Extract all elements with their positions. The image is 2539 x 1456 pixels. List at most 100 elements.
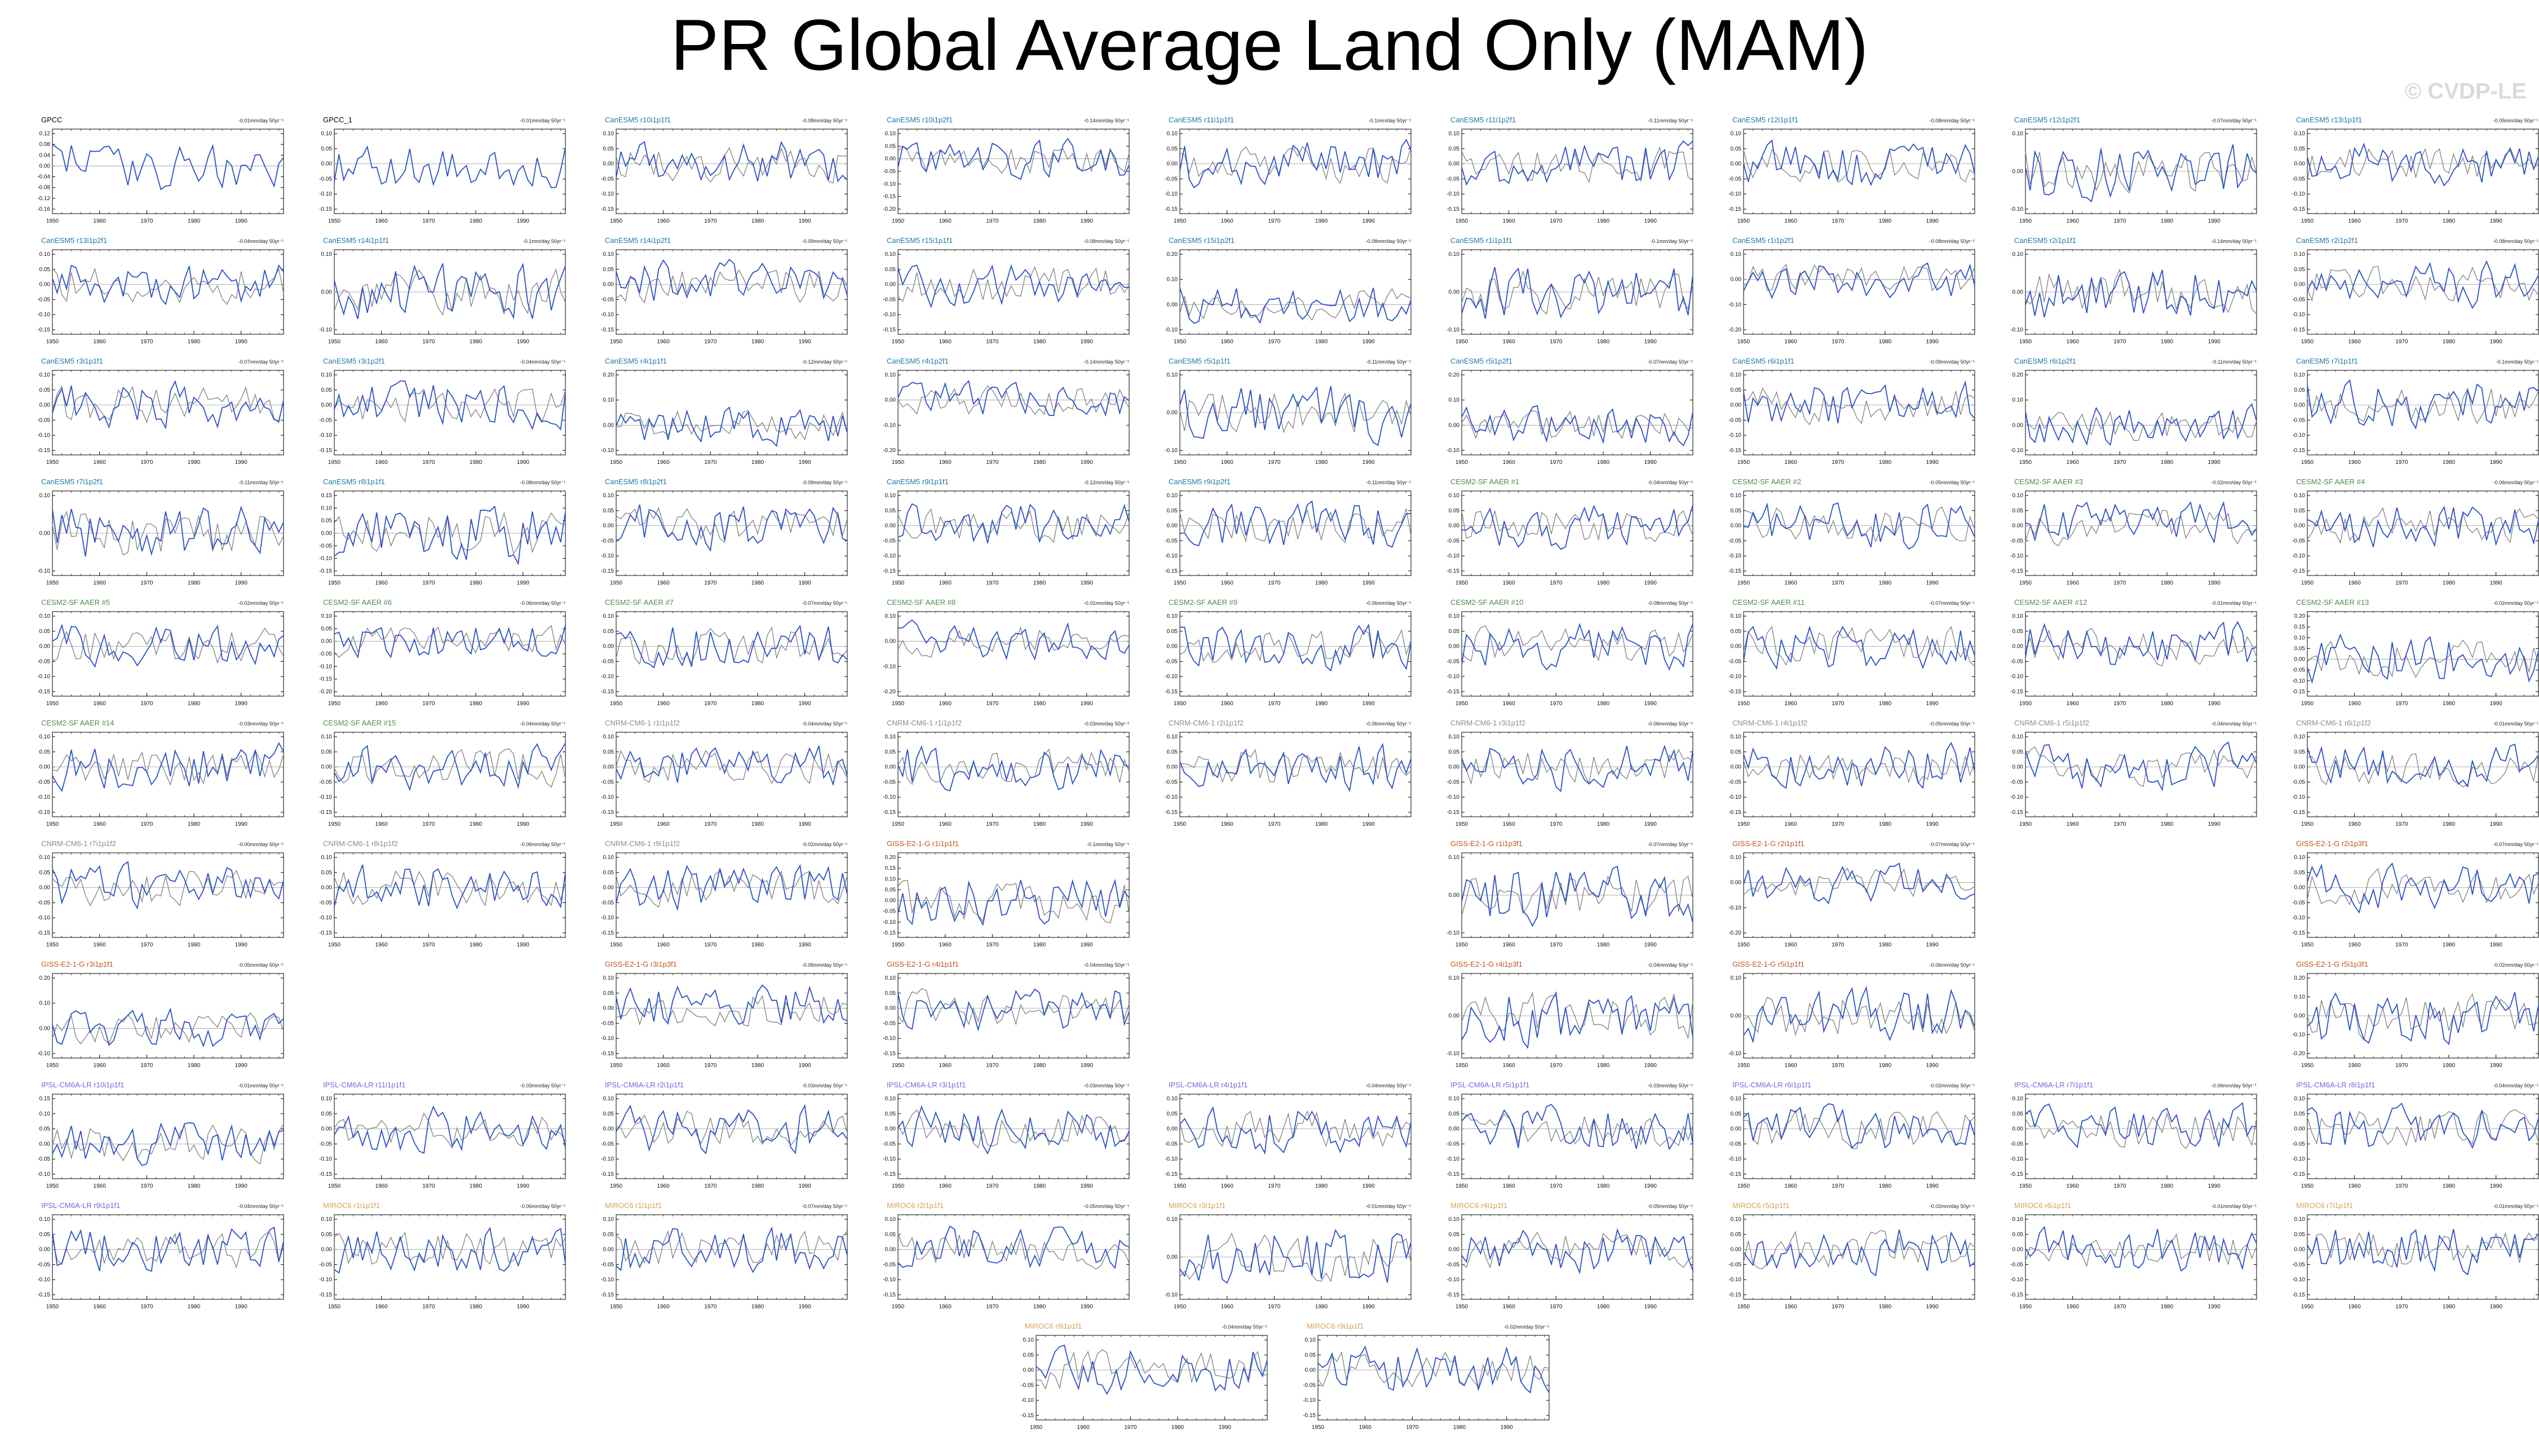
panel-trend: -0.08mm/day 50yr⁻¹ <box>1930 118 1975 123</box>
x-tick-label: 1990 <box>2490 339 2503 345</box>
x-tick-label: 1970 <box>422 339 435 345</box>
member-series-line <box>52 861 284 910</box>
y-tick-label: -0.10 <box>883 312 896 318</box>
panel-title: CanESM5 r11i1p1f1 <box>1169 116 1234 124</box>
panel-0-1: GPCC_1 -0.01mm/day 50yr⁻¹ 0.10 0.05 0.00 -0.0… <box>313 116 572 231</box>
x-tick-label: 1950 <box>1174 701 1187 707</box>
y-tick-label: -0.20 <box>1728 327 1741 333</box>
panel-title: CanESM5 r11i1p2f1 <box>1450 116 1516 124</box>
reference-series-line <box>2025 411 2257 441</box>
axes-frame <box>2025 490 2257 576</box>
panel-plot: CESM2-SF AAER #8 -0.01mm/day 50yr⁻¹ 0.10 0.… <box>883 598 1130 707</box>
panel-plot: CNRM-CM6-1 r1i1p1f2 -0.04mm/day 50yr⁻¹ 0.1… <box>601 719 848 827</box>
x-tick-label: 1970 <box>2113 218 2126 224</box>
x-tick-label: 1950 <box>610 218 623 224</box>
panel-plot: CESM2-SF AAER #15 -0.04mm/day 50yr⁻¹ 0.10 0… <box>319 719 566 827</box>
reference-series-line <box>2025 627 2257 667</box>
panel-title: CESM2-SF AAER #7 <box>605 598 674 607</box>
x-tick-label: 1970 <box>1268 701 1281 707</box>
x-tick-label: 1970 <box>140 218 153 224</box>
x-tick-label: 1950 <box>46 942 59 948</box>
x-tick-label: 1980 <box>1033 218 1046 224</box>
axes-frame <box>52 249 284 335</box>
x-tick-label: 1960 <box>657 580 670 586</box>
y-tick-label: 0.00 <box>2294 523 2306 529</box>
panel-plot: CanESM5 r9i1p2f1 -0.11mm/day 50yr⁻¹ 0.10 0.… <box>1165 477 1412 586</box>
panel-plot: CanESM5 r5i1p2f1 -0.07mm/day 50yr⁻¹ 0.20 0.… <box>1447 357 1693 466</box>
panel-plot: CESM2-SF AAER #11 -0.07mm/day 50yr⁻¹ 0.10 0… <box>1728 598 1975 707</box>
x-tick-label: 1950 <box>46 821 59 827</box>
y-tick-label: 0.00 <box>1449 422 1460 428</box>
panel-plot: CanESM5 r8i1p1f1 -0.08mm/day 50yr⁻¹ 0.15 0.… <box>319 477 566 586</box>
y-tick-label: 0.10 <box>885 493 896 499</box>
y-tick-label: -0.10 <box>1447 327 1459 333</box>
panel-title: CanESM5 r2i1p1f1 <box>2014 236 2076 245</box>
y-tick-label: 0.10 <box>603 493 614 499</box>
y-tick-label: -0.10 <box>883 181 896 187</box>
panel-title: CanESM5 r3i1p1f1 <box>41 357 103 365</box>
panel-title: CNRM-CM6-1 r3i1p1f2 <box>1450 719 1525 727</box>
y-tick-label: -0.15 <box>37 809 50 816</box>
panel-trend: -0.05mm/day 50yr⁻¹ <box>1930 480 1975 485</box>
x-tick-label: 1980 <box>751 580 764 586</box>
x-tick-label: 1970 <box>1268 580 1281 586</box>
x-tick-label: 1990 <box>235 218 248 224</box>
x-tick-label: 1990 <box>1644 942 1657 948</box>
y-tick-label: -0.05 <box>1447 538 1459 544</box>
y-tick-label: -0.10 <box>1728 674 1741 680</box>
axes-frame <box>334 611 566 697</box>
x-tick-label: 1950 <box>46 459 59 466</box>
x-tick-label: 1990 <box>799 942 812 948</box>
member-series-line <box>1461 267 1693 319</box>
panel-plot: CanESM5 r2i1p1f1 -0.14mm/day 50yr⁻¹ 0.10 0.… <box>2010 236 2257 345</box>
member-series-line <box>52 380 284 430</box>
y-tick-label: 0.10 <box>321 613 333 619</box>
x-tick-label: 1990 <box>1081 459 1094 466</box>
y-tick-label: 0.10 <box>2012 397 2024 404</box>
y-tick-label: 0.05 <box>1449 146 1460 152</box>
y-tick-label: -0.15 <box>37 930 50 936</box>
panel-trend: -0.03mm/day 50yr⁻¹ <box>1084 721 1129 727</box>
axes-frame <box>897 370 1130 455</box>
reference-series-line <box>52 870 284 906</box>
panel-plot: CanESM5 r7i1p2f1 -0.11mm/day 50yr⁻¹ 0.10 0.… <box>37 477 284 586</box>
x-tick-label: 1990 <box>1081 339 1094 345</box>
panel-3-0: CanESM5 r7i1p2f1 -0.11mm/day 50yr⁻¹ 0.10 0.… <box>31 477 290 593</box>
panel-2-2: CanESM5 r4i1p1f1 -0.12mm/day 50yr⁻¹ 0.20 0.… <box>595 357 854 472</box>
x-tick-label: 1970 <box>986 459 999 466</box>
x-tick-label: 1970 <box>422 701 435 707</box>
panel-5-2: CNRM-CM6-1 r1i1p1f2 -0.04mm/day 50yr⁻¹ 0.1… <box>595 719 854 834</box>
panel-2-6: CanESM5 r6i1p1f1 -0.09mm/day 50yr⁻¹ 0.10 0.… <box>1722 357 1981 472</box>
panel-plot: GISS-E2-1-G r2i1p1f1 -0.07mm/day 50yr⁻¹0.… <box>1728 839 1975 948</box>
x-tick-label: 1990 <box>2490 459 2503 466</box>
panel-trend: -0.07mm/day 50yr⁻¹ <box>1930 600 1975 606</box>
panel-trend: -0.11mm/day 50yr⁻¹ <box>1366 359 1411 365</box>
page-title: PR Global Average Land Only (MAM) <box>670 5 1869 86</box>
panel-plot: CanESM5 r5i1p1f1 -0.11mm/day 50yr⁻¹ 0.10 0.… <box>1165 357 1412 466</box>
x-tick-label: 1990 <box>235 942 248 948</box>
panel-plot: CNRM-CM6-1 r2i1p1f2 -0.06mm/day 50yr⁻¹ 0.1… <box>1165 719 1412 827</box>
panel-trend: -0.08mm/day 50yr⁻¹ <box>1930 238 1975 244</box>
y-tick-label: 0.00 <box>2294 657 2306 663</box>
y-tick-label: -0.05 <box>1728 779 1741 785</box>
x-tick-label: 1960 <box>375 218 388 224</box>
panel-0-5: CanESM5 r11i1p2f1 -0.11mm/day 50yr⁻¹ 0.10 0… <box>1440 116 1700 231</box>
y-tick-label: 0.10 <box>2294 493 2306 499</box>
y-tick-label: 0.00 <box>321 764 333 771</box>
x-tick-label: 1990 <box>517 701 530 707</box>
y-tick-label: 0.10 <box>1449 131 1460 137</box>
x-tick-label: 1950 <box>1737 339 1750 345</box>
x-tick-label: 1960 <box>2067 459 2080 466</box>
y-tick-label: -0.10 <box>1728 432 1741 439</box>
panel-0-0: GPCC -0.01mm/day 50yr⁻¹ 0.12 0.08 0.04 0.00 -0… <box>31 116 290 231</box>
x-tick-label: 1980 <box>1033 339 1046 345</box>
reference-series-line <box>334 870 566 907</box>
x-tick-label: 1990 <box>2208 459 2221 466</box>
panel-plot: CanESM5 r15i1p1f1 -0.08mm/day 50yr⁻¹ 0.10 0… <box>883 236 1130 345</box>
y-tick-label: 0.10 <box>39 251 51 258</box>
x-tick-label: 1970 <box>704 821 717 827</box>
y-tick-label: 0.10 <box>321 734 333 740</box>
member-series-line <box>52 506 284 557</box>
panel-trend: -0.1mm/day 50yr⁻¹ <box>1087 842 1129 847</box>
member-series-line <box>897 264 1129 309</box>
